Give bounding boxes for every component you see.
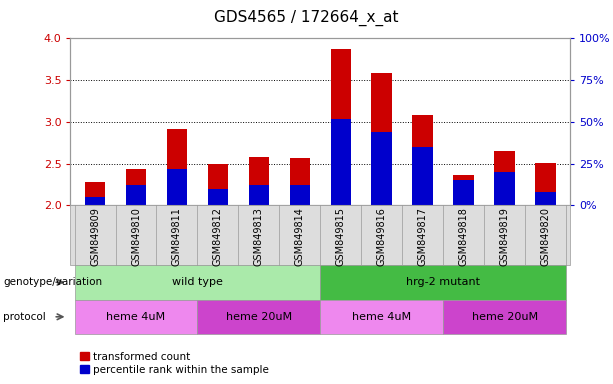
Text: hrg-2 mutant: hrg-2 mutant [406,277,480,287]
Text: GSM849812: GSM849812 [213,207,223,266]
Text: heme 20uM: heme 20uM [471,312,538,322]
Bar [494,151,515,205]
Bar [330,119,351,205]
Bar [249,157,269,205]
Text: GSM849809: GSM849809 [90,207,100,266]
Text: protocol: protocol [3,312,46,322]
Bar [85,182,105,205]
Bar [289,185,310,205]
Bar [494,172,515,205]
Bar [371,132,392,205]
Text: heme 20uM: heme 20uM [226,312,292,322]
Bar [167,169,187,205]
Bar [208,189,228,205]
Bar [289,158,310,205]
Bar [126,185,147,205]
Text: GSM849813: GSM849813 [254,207,264,266]
Text: GSM849818: GSM849818 [459,207,468,266]
Bar [454,175,474,205]
Text: heme 4uM: heme 4uM [107,312,166,322]
Text: GSM849820: GSM849820 [541,207,550,266]
Text: GSM849819: GSM849819 [500,207,509,266]
Text: GDS4565 / 172664_x_at: GDS4565 / 172664_x_at [215,10,398,26]
Text: GSM849817: GSM849817 [417,207,428,266]
Text: GSM849810: GSM849810 [131,207,141,266]
Bar [330,49,351,205]
Legend: transformed count, percentile rank within the sample: transformed count, percentile rank withi… [75,348,273,379]
Text: GSM849816: GSM849816 [377,207,387,266]
Bar [126,169,147,205]
Bar [85,197,105,205]
Bar [535,163,556,205]
Text: wild type: wild type [172,277,223,287]
Bar [454,180,474,205]
Text: genotype/variation: genotype/variation [3,277,102,287]
Bar [249,185,269,205]
Bar [371,73,392,205]
Bar [413,115,433,205]
Bar [535,192,556,205]
Bar [208,164,228,205]
Text: heme 4uM: heme 4uM [352,312,411,322]
Bar [167,129,187,205]
Text: GSM849814: GSM849814 [295,207,305,266]
Text: GSM849811: GSM849811 [172,207,182,266]
Text: GSM849815: GSM849815 [336,207,346,266]
Bar [413,147,433,205]
